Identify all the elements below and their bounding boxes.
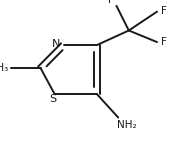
Text: CH₃: CH₃	[0, 63, 9, 73]
Text: F: F	[161, 6, 167, 16]
Text: NH₂: NH₂	[117, 120, 137, 130]
Text: N: N	[51, 39, 60, 49]
Text: F: F	[108, 0, 114, 5]
Text: F: F	[161, 37, 167, 47]
Text: S: S	[49, 94, 57, 104]
